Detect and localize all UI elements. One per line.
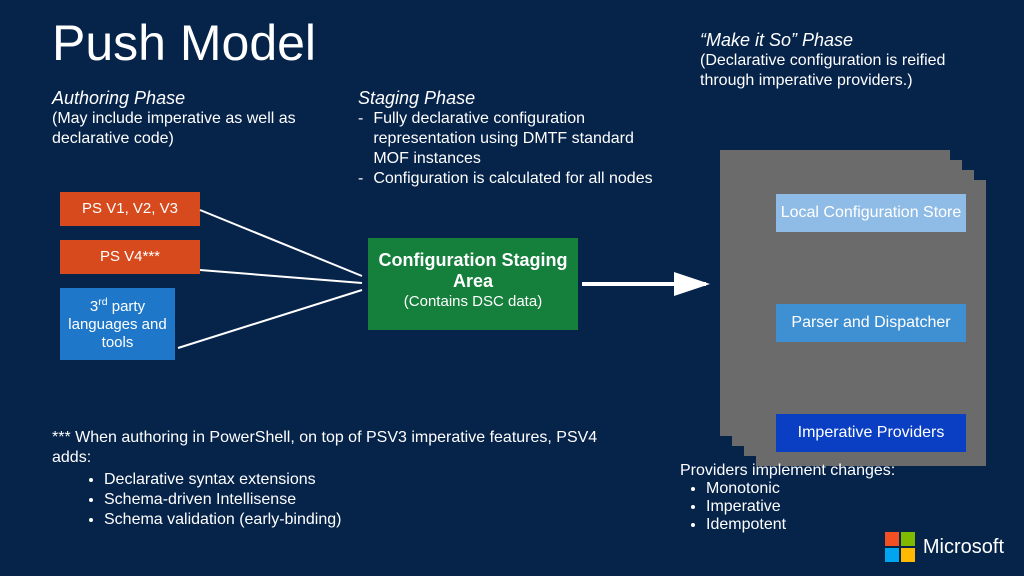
provider-item-1: Monotonic: [706, 480, 895, 498]
panel-front: Local Configuration Store Parser and Dis…: [756, 180, 986, 466]
footnote: *** When authoring in PowerShell, on top…: [52, 428, 612, 530]
staging-box-title: Configuration Staging Area: [376, 250, 570, 291]
box-thirdparty: 3rd party languages and tools: [60, 288, 175, 360]
staging-bullets: Fully declarative configuration represen…: [358, 109, 658, 189]
footnote-item-3: Schema validation (early-binding): [104, 510, 612, 530]
staging-phase: Staging Phase Fully declarative configur…: [358, 88, 658, 189]
staging-bullet-2: Configuration is calculated for all node…: [373, 169, 652, 189]
box-psv4: PS V4***: [60, 240, 200, 274]
mis-label: “Make it So” Phase: [700, 30, 990, 51]
server-stack: Local Configuration Store Parser and Dis…: [720, 150, 980, 450]
inner-box-providers: Imperative Providers: [776, 414, 966, 452]
footnote-item-1: Declarative syntax extensions: [104, 470, 612, 490]
providers-list: Providers implement changes: Monotonic I…: [680, 462, 895, 534]
mis-sub: (Declarative configuration is reified th…: [700, 51, 990, 91]
microsoft-logo: Microsoft: [885, 532, 1004, 562]
box-psv123: PS V1, V2, V3: [60, 192, 200, 226]
authoring-label: Authoring Phase: [52, 88, 302, 109]
authoring-phase: Authoring Phase (May include imperative …: [52, 88, 302, 149]
staging-box-sub: (Contains DSC data): [376, 293, 570, 310]
ms-logo-icon: [885, 532, 915, 562]
providers-label: Providers implement changes:: [680, 462, 895, 480]
authoring-sub: (May include imperative as well as decla…: [52, 109, 302, 149]
slide-title: Push Model: [52, 14, 316, 72]
makeitso-phase: “Make it So” Phase (Declarative configur…: [700, 30, 990, 91]
provider-item-2: Imperative: [706, 498, 895, 516]
footnote-item-2: Schema-driven Intellisense: [104, 490, 612, 510]
provider-item-3: Idempotent: [706, 516, 895, 534]
authoring-boxes: PS V1, V2, V3 PS V4*** 3rd party languag…: [60, 192, 200, 374]
inner-box-store: Local Configuration Store: [776, 194, 966, 232]
staging-bullet-1: Fully declarative configuration represen…: [373, 109, 658, 169]
inner-box-parser: Parser and Dispatcher: [776, 304, 966, 342]
footnote-lead: *** When authoring in PowerShell, on top…: [52, 428, 612, 468]
staging-label: Staging Phase: [358, 88, 658, 109]
staging-box: Configuration Staging Area (Contains DSC…: [368, 238, 578, 330]
ms-logo-text: Microsoft: [923, 536, 1004, 559]
